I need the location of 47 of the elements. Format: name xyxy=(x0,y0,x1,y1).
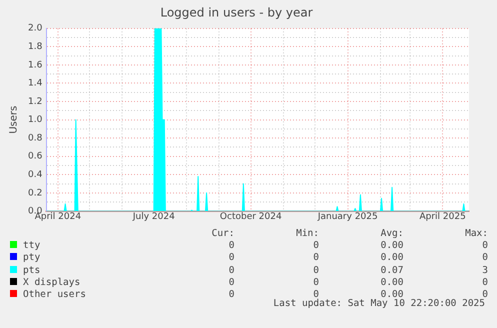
text: 0 xyxy=(228,252,234,265)
text: 0 xyxy=(481,252,488,265)
text: 0.00 xyxy=(380,240,404,252)
text: Max: xyxy=(464,228,488,240)
text: Cur: xyxy=(210,228,234,240)
y-tick-label: 1.2 xyxy=(28,96,42,107)
text: 0.00 xyxy=(380,288,404,300)
y-tick-label: 0.2 xyxy=(28,188,42,198)
text: 0.00 xyxy=(380,276,404,289)
y-tick-label: 1.6 xyxy=(28,60,43,70)
text: 3 xyxy=(481,264,488,277)
y-tick-label: 0.4 xyxy=(28,170,43,180)
text: 0 xyxy=(228,240,234,252)
text: 0 xyxy=(312,240,319,252)
y-tick-label: 1.8 xyxy=(28,42,43,52)
legend-label: Other users xyxy=(23,289,86,300)
legend-label: X displays xyxy=(23,276,80,288)
y-tick-label: 2.0 xyxy=(28,24,43,34)
text: Avg: xyxy=(380,228,404,240)
y-tick-label: 1.0 xyxy=(28,115,43,126)
x-tick-label: July 2024 xyxy=(132,212,176,222)
legend-label: tty xyxy=(23,240,40,252)
text: 0 xyxy=(482,288,488,300)
text: Min: xyxy=(295,228,319,240)
text: 0 xyxy=(481,276,488,289)
x-tick-label: April 2024 xyxy=(34,212,82,222)
y-tick-label: 0.8 xyxy=(28,133,43,144)
text: 0 xyxy=(228,264,234,277)
text: 0 xyxy=(313,288,319,300)
text: 0 xyxy=(481,240,488,252)
x-tick-label: April 2025 xyxy=(419,212,466,222)
text: 0 xyxy=(228,288,234,302)
y-axis-title: Users xyxy=(8,106,20,134)
text: Last update: Sat May 10 22:20:00 2025 xyxy=(273,298,485,309)
chart-title: Logged in users - by year xyxy=(160,5,313,20)
y-tick-label: 0.6 xyxy=(28,152,43,162)
text: 0 xyxy=(312,264,319,277)
legend-label: pts xyxy=(23,264,40,276)
x-tick-label: January 2025 xyxy=(316,212,378,222)
text: 0 xyxy=(228,276,234,289)
legend-label: pty xyxy=(23,252,40,264)
y-tick-label: 1.4 xyxy=(28,78,43,89)
text: 0 xyxy=(312,276,319,289)
text: 0 xyxy=(312,252,319,265)
x-tick-label: October 2024 xyxy=(220,212,282,222)
text: 0.07 xyxy=(380,264,404,277)
text: 0.00 xyxy=(380,252,404,265)
